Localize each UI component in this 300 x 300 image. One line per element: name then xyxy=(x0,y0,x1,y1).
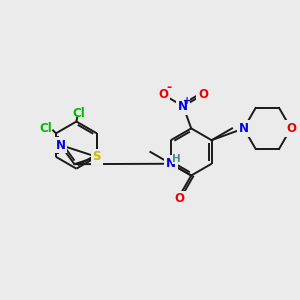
Text: S: S xyxy=(92,150,101,164)
Text: N: N xyxy=(56,139,65,152)
Text: H: H xyxy=(172,154,181,164)
Text: -: - xyxy=(167,81,172,94)
Text: O: O xyxy=(158,88,168,101)
Text: O: O xyxy=(174,192,184,206)
Text: Cl: Cl xyxy=(40,122,52,135)
Text: N: N xyxy=(178,100,188,113)
Text: N: N xyxy=(239,122,249,135)
Text: N: N xyxy=(166,157,176,170)
Text: O: O xyxy=(198,88,208,101)
Text: O: O xyxy=(286,122,296,135)
Text: +: + xyxy=(183,96,191,106)
Text: Cl: Cl xyxy=(72,107,85,120)
